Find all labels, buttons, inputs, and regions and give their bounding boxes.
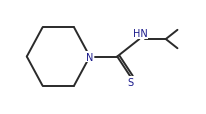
Text: HN: HN	[133, 29, 148, 39]
Text: S: S	[127, 77, 133, 87]
Text: N: N	[86, 52, 94, 62]
